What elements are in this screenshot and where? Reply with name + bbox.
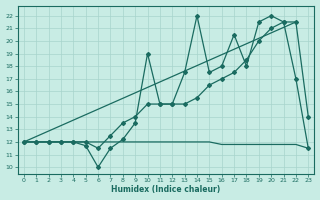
X-axis label: Humidex (Indice chaleur): Humidex (Indice chaleur) [111, 185, 221, 194]
